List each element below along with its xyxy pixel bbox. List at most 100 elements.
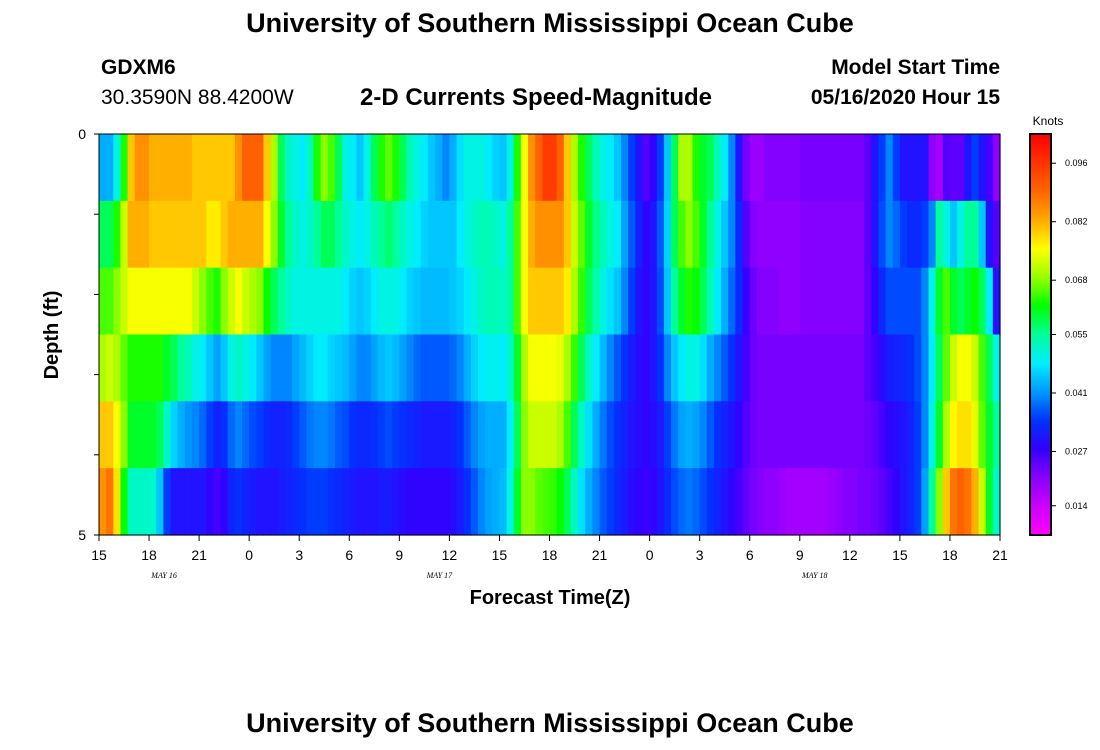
heatmap-cell <box>685 468 694 536</box>
heatmap-cell <box>721 334 729 402</box>
heatmap-cell <box>220 134 229 202</box>
heatmap-cell <box>399 401 408 469</box>
heatmap-cell <box>799 134 808 202</box>
heatmap-cell <box>585 468 593 536</box>
heatmap-cell <box>134 267 143 336</box>
heatmap-cell <box>728 200 737 269</box>
heatmap-cell <box>706 401 715 469</box>
heatmap-cell <box>735 401 744 469</box>
heatmap-cell <box>406 134 415 202</box>
heatmap-cell <box>985 200 994 269</box>
heatmap-cell <box>778 468 787 536</box>
heatmap-cell <box>320 134 329 202</box>
heatmap-cell <box>477 267 486 336</box>
x-tick-label: 9 <box>395 547 403 563</box>
heatmap-cell <box>199 267 207 336</box>
heatmap-cell <box>342 134 350 202</box>
heatmap-cell <box>964 401 972 469</box>
heatmap-cell <box>849 334 858 402</box>
heatmap-cell <box>835 468 844 536</box>
heatmap-cell <box>184 468 193 536</box>
heatmap-cell <box>606 334 615 402</box>
heatmap-cell <box>907 468 915 536</box>
heatmap-cell <box>320 200 329 269</box>
heatmap-cell <box>342 200 350 269</box>
heatmap-cell <box>356 200 365 269</box>
heatmap-cell <box>556 200 565 269</box>
heatmap-cell <box>685 200 694 269</box>
heatmap-cell <box>106 401 114 469</box>
heatmap-cell <box>206 134 215 202</box>
heatmap-cell <box>113 468 122 536</box>
heatmap-cell <box>585 134 593 202</box>
heatmap-cell <box>742 267 751 336</box>
heatmap-cell <box>978 267 987 336</box>
heatmap-cell <box>671 334 679 402</box>
heatmap-cell <box>821 200 829 269</box>
heatmap-cell <box>928 401 937 469</box>
heatmap-cell <box>885 334 894 402</box>
heatmap-cell <box>878 468 887 536</box>
heatmap-cell <box>713 468 722 536</box>
heatmap-cell <box>878 267 887 336</box>
heatmap-cell <box>392 267 400 336</box>
heatmap-cell <box>706 267 715 336</box>
heatmap-cell <box>399 267 408 336</box>
heatmap-cell <box>220 200 229 269</box>
heatmap-cell <box>592 134 601 202</box>
heatmap-cell <box>706 468 715 536</box>
heatmap-cell <box>649 468 658 536</box>
heatmap-cell <box>635 200 644 269</box>
heatmap-cell <box>263 200 272 269</box>
heatmap-cell <box>327 468 336 536</box>
heatmap-cell <box>692 267 701 336</box>
heatmap-cell <box>756 200 765 269</box>
heatmap-cell <box>506 334 515 402</box>
x-tick-label: 21 <box>191 547 207 563</box>
heatmap-cell <box>570 134 579 202</box>
heatmap-cell <box>392 200 400 269</box>
heatmap-cell <box>971 200 980 269</box>
heatmap-cell <box>735 468 744 536</box>
heatmap-cell <box>814 134 822 202</box>
heatmap-cell <box>656 334 665 402</box>
heatmap-cell <box>299 200 307 269</box>
heatmap-cell <box>806 200 815 269</box>
heatmap-cell <box>120 334 129 402</box>
heatmap-cell <box>621 468 629 536</box>
heatmap-cell <box>856 267 865 336</box>
heatmap-cell <box>542 267 551 336</box>
heatmap-cell <box>234 134 243 202</box>
heatmap-cell <box>649 401 658 469</box>
heatmap-cell <box>413 134 422 202</box>
heatmap-cell <box>413 200 422 269</box>
heatmap-cell <box>871 267 880 336</box>
heatmap-cell <box>299 468 307 536</box>
heatmap-cell <box>914 401 922 469</box>
heatmap-cell <box>249 200 257 269</box>
heatmap-cell <box>234 200 243 269</box>
heatmap-cell <box>427 134 436 202</box>
heatmap-cell <box>184 200 193 269</box>
heatmap-cell <box>585 334 593 402</box>
heatmap-cell <box>227 267 236 336</box>
colorbar-unit: Knots <box>1033 114 1064 128</box>
heatmap-cell <box>628 401 636 469</box>
heatmap-cell <box>914 134 922 202</box>
heatmap-cell <box>270 200 279 269</box>
heatmap-cell <box>156 134 164 202</box>
heatmap-cell <box>864 468 872 536</box>
heatmap-cell <box>191 200 200 269</box>
heatmap-cell <box>413 401 422 469</box>
colorbar-tick-label: 0.014 <box>1065 501 1088 511</box>
heatmap-cell <box>599 267 608 336</box>
heatmap-cell <box>170 334 179 402</box>
heatmap-cell <box>785 401 794 469</box>
heatmap-cell <box>284 200 293 269</box>
heatmap-cell <box>270 334 279 402</box>
heatmap-cell <box>377 468 386 536</box>
heatmap-cell <box>678 134 686 202</box>
heatmap-cell <box>206 401 215 469</box>
heatmap-cell <box>485 200 493 269</box>
heatmap-cell <box>671 267 679 336</box>
